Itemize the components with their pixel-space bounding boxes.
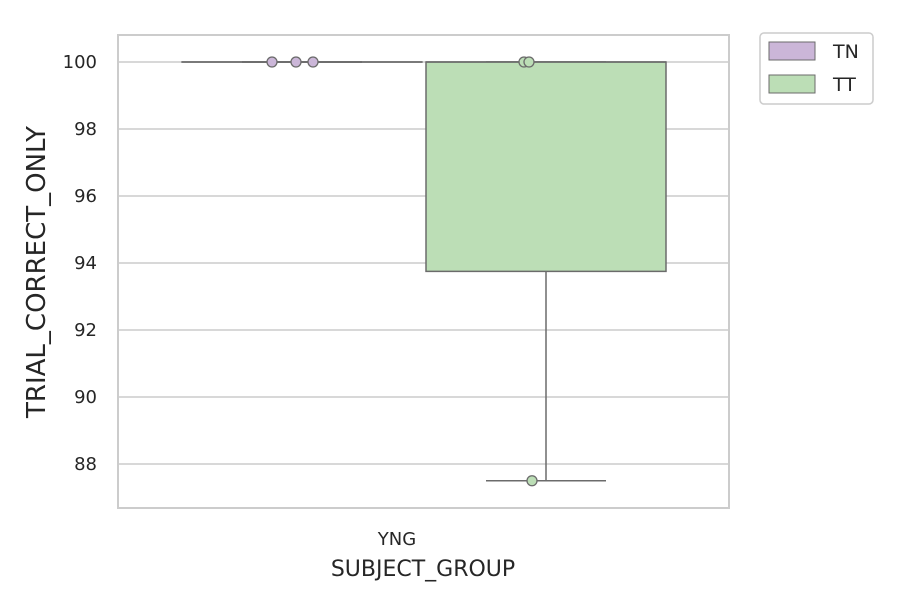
- legend-label-tt: TT: [832, 74, 856, 96]
- legend-label-tn: TN: [832, 41, 859, 63]
- y-tick-label-88: 88: [74, 454, 97, 475]
- x-tick-label-yng: YNG: [377, 529, 416, 550]
- y-tick-label-96: 96: [74, 186, 97, 207]
- box-tt: [425, 61, 667, 273]
- data-point-tt-1: [523, 56, 535, 68]
- data-point-tn-1: [290, 56, 302, 68]
- box-plot-marks: [181, 61, 667, 482]
- legend-swatch-tn: [768, 41, 816, 61]
- y-tick-label-94: 94: [74, 253, 97, 274]
- data-point-tn-0: [266, 56, 278, 68]
- strip-points: [266, 56, 538, 487]
- y-tick-labels: 88 90 92 94 96 98 100: [63, 52, 97, 475]
- legend-swatch-tt: [768, 74, 816, 94]
- data-point-tn-2: [307, 56, 319, 68]
- data-point-tt-2: [526, 475, 538, 487]
- x-axis-label: SUBJECT_GROUP: [331, 557, 515, 582]
- y-tick-label-90: 90: [74, 387, 97, 408]
- y-axis-label: TRIAL_CORRECT_ONLY: [22, 126, 52, 419]
- y-tick-label-92: 92: [74, 320, 97, 341]
- plot-frame: [117, 34, 730, 509]
- legend: TN TT: [759, 32, 874, 105]
- y-tick-label-100: 100: [63, 52, 97, 73]
- y-tick-label-98: 98: [74, 119, 97, 140]
